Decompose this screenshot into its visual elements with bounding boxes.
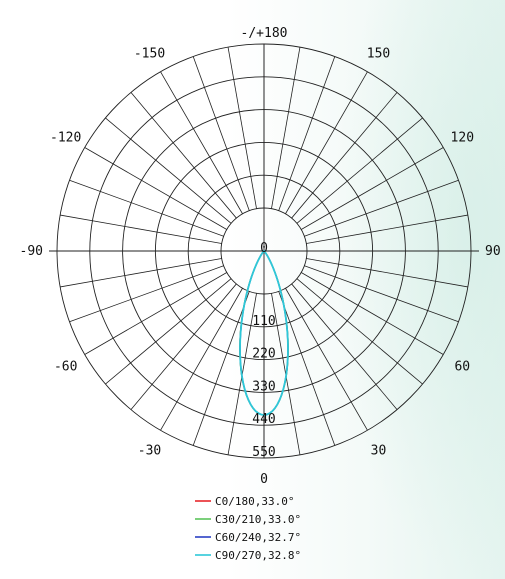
grid-spoke [271,47,301,209]
grid-spoke [304,265,459,323]
angle-label: 150 [367,47,390,62]
grid-spoke [105,117,232,224]
grid-spoke [278,291,336,446]
background-glow [330,0,505,579]
radial-tick-label: 440 [252,412,275,427]
legend-label: C30/210,33.0° [215,513,301,526]
radial-tick-label: 330 [252,379,275,394]
angle-label: -30 [138,443,161,458]
angle-label: 90 [485,244,501,259]
grid-spoke [130,92,237,219]
legend: C0/180,33.0° C30/210,33.0° C60/240,32.7° C9… [195,495,301,562]
grid-spoke [84,147,227,230]
grid-spoke [192,291,250,446]
grid-spoke [192,56,250,211]
grid-spoke [291,283,398,410]
grid-spoke [130,283,237,410]
grid-spoke [306,258,468,288]
grid-spoke [285,288,368,431]
legend-label: C0/180,33.0° [215,495,294,508]
grid-spoke [296,117,423,224]
angle-label: -/+180 [241,26,288,41]
grid-spoke [69,265,224,323]
angle-label: -90 [20,244,43,259]
angle-label: 0 [260,472,268,487]
radial-tick-label: 0 [260,241,268,256]
angle-label: 120 [451,131,474,146]
grid-spoke [84,272,227,355]
grid-spoke [285,71,368,214]
intensity-curves [239,250,289,416]
grid-spoke [304,179,459,237]
grid-spoke [160,71,243,214]
grid-spoke [306,214,468,244]
grid-spoke [160,288,243,431]
grid-spoke [291,92,398,219]
grid-spoke [69,179,224,237]
angle-label: -60 [54,360,77,375]
polar-grid [49,43,479,459]
radial-tick-label: 550 [252,445,275,460]
angle-label: -120 [50,131,81,146]
grid-spoke [301,272,444,355]
radial-tick-labels: 0 110 220 330 440 550 [252,241,275,460]
angle-label: -150 [134,47,165,62]
grid-spoke [278,56,336,211]
angle-labels: -/+180 -150 150 -120 120 -90 90 -60 60 -30 30 0 [20,26,501,487]
grid-spoke [296,278,423,385]
legend-label: C90/270,32.8° [215,549,301,562]
radial-tick-label: 110 [252,314,275,329]
radial-tick-label: 220 [252,347,275,362]
angle-label: 30 [371,443,387,458]
grid-spoke [60,214,222,244]
angle-label: 60 [454,360,470,375]
grid-spoke [60,258,222,288]
grid-spoke [105,278,232,385]
grid-spoke [301,147,444,230]
series-curve [239,250,289,416]
legend-label: C60/240,32.7° [215,531,301,544]
grid-spoke [227,47,257,209]
